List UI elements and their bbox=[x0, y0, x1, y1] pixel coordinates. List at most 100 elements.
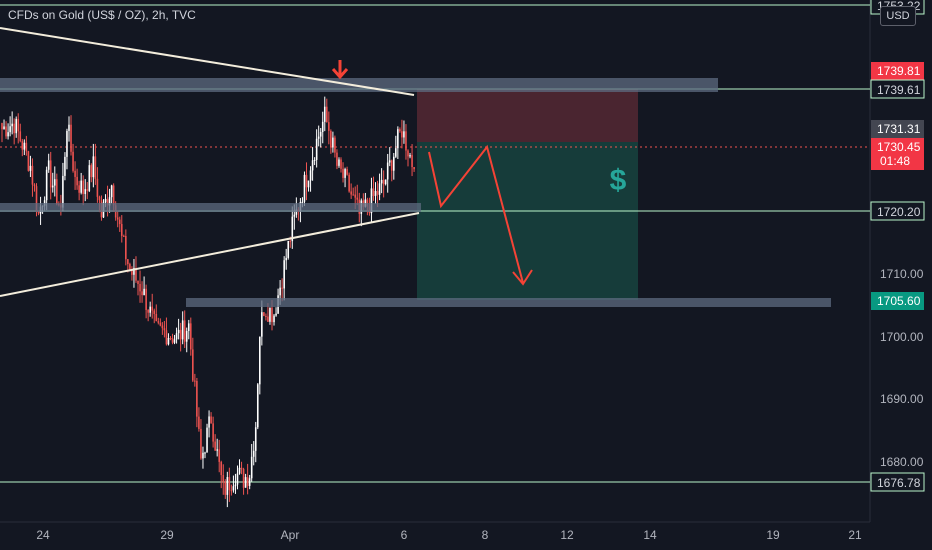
level-label-1676: 1676.78 bbox=[877, 476, 921, 490]
dollar-annotation: $ bbox=[610, 164, 627, 197]
mid-zone[interactable] bbox=[0, 203, 421, 212]
take-profit-zone[interactable] bbox=[417, 142, 638, 300]
candle-body bbox=[131, 270, 133, 275]
candle-body bbox=[189, 323, 192, 350]
candle-body bbox=[342, 168, 344, 178]
candle-body bbox=[319, 131, 322, 137]
candle-body bbox=[98, 196, 101, 201]
candle-body bbox=[82, 180, 84, 195]
candle-body bbox=[244, 477, 247, 488]
currency-button[interactable]: USD bbox=[880, 6, 916, 26]
candle-body bbox=[90, 165, 93, 178]
x-tick-label: 24 bbox=[36, 528, 50, 542]
x-tick-label: 6 bbox=[401, 528, 408, 542]
candle-body bbox=[214, 441, 216, 451]
candle-body bbox=[315, 138, 318, 160]
candle-body bbox=[259, 336, 261, 385]
candle-body bbox=[43, 200, 46, 206]
candle-body bbox=[206, 427, 208, 453]
candle-body bbox=[94, 156, 97, 179]
support-zone[interactable] bbox=[186, 298, 831, 307]
candle-body bbox=[78, 185, 80, 193]
level-label-1720: 1720.20 bbox=[877, 205, 921, 219]
candle-body bbox=[238, 467, 241, 474]
candle-body bbox=[216, 449, 218, 451]
candle-body bbox=[336, 152, 338, 166]
candle-body bbox=[317, 136, 320, 139]
candle-body bbox=[332, 137, 334, 148]
candle-body bbox=[149, 306, 151, 313]
candle-body bbox=[248, 478, 251, 486]
level-label-box bbox=[870, 472, 925, 492]
candle-body bbox=[153, 310, 156, 314]
candle-body bbox=[157, 321, 160, 323]
candle-body bbox=[279, 287, 281, 296]
candle-body bbox=[163, 328, 166, 331]
candle-body bbox=[27, 151, 30, 171]
y-axis: 1710.00 1700.00 1690.00 1680.00 bbox=[880, 267, 924, 469]
candle-body bbox=[234, 484, 237, 487]
candle-body bbox=[11, 123, 13, 127]
candle-body bbox=[51, 185, 54, 188]
candle-body bbox=[388, 160, 391, 163]
candle-body bbox=[305, 174, 308, 188]
candlestick-series bbox=[1, 96, 415, 508]
candle-body bbox=[192, 349, 194, 381]
candle-body bbox=[145, 288, 147, 310]
candle-body bbox=[35, 186, 38, 212]
candle-body bbox=[330, 130, 332, 148]
candle-body bbox=[104, 198, 107, 203]
resistance-zone[interactable] bbox=[0, 78, 718, 92]
candle-body bbox=[321, 121, 324, 132]
price-label-1739-81: 1739.81 bbox=[877, 64, 921, 78]
candle-body bbox=[171, 338, 174, 343]
candle-body bbox=[374, 191, 377, 197]
candle-body bbox=[275, 313, 277, 316]
candle-body bbox=[281, 287, 283, 289]
price-scale-labels: 1753.22 1739.81 1739.61 1731.31 1730.45 … bbox=[870, 0, 925, 492]
candle-body bbox=[289, 241, 292, 243]
candle-body bbox=[252, 450, 255, 457]
price-label-current: 1730.45 bbox=[877, 140, 921, 154]
candle-body bbox=[74, 170, 76, 177]
candle-body bbox=[3, 126, 5, 130]
stop-loss-zone[interactable] bbox=[417, 89, 638, 142]
candle-body bbox=[392, 156, 395, 171]
candle-body bbox=[295, 209, 298, 215]
price-label-box bbox=[871, 62, 924, 80]
lower-trendline[interactable] bbox=[0, 212, 420, 297]
candle-body bbox=[384, 179, 387, 185]
price-label-1705-60: 1705.60 bbox=[877, 294, 921, 308]
candle-body bbox=[68, 124, 70, 131]
candle-body bbox=[29, 165, 32, 171]
candle-body bbox=[106, 198, 109, 206]
candle-body bbox=[56, 179, 58, 205]
candle-body bbox=[204, 452, 206, 454]
candle-body bbox=[84, 189, 87, 195]
candle-body bbox=[137, 280, 139, 284]
candle-body bbox=[212, 423, 214, 442]
upper-trendline[interactable] bbox=[0, 27, 415, 96]
candle-body bbox=[118, 219, 121, 225]
candle-body bbox=[21, 141, 24, 150]
level-label-box bbox=[870, 79, 925, 99]
candle-body bbox=[386, 162, 389, 180]
candle-body bbox=[151, 306, 154, 311]
candle-body bbox=[224, 482, 227, 495]
candle-body bbox=[198, 416, 200, 429]
candle-body bbox=[17, 118, 20, 132]
candle-body bbox=[147, 309, 149, 313]
candle-body bbox=[88, 165, 91, 191]
candle-body bbox=[399, 129, 401, 132]
candle-body bbox=[230, 490, 233, 492]
y-tick-label: 1710.00 bbox=[880, 267, 924, 281]
candle-body bbox=[120, 224, 123, 236]
projection-arrow[interactable] bbox=[428, 144, 533, 286]
candle-body bbox=[210, 416, 212, 424]
candle-body bbox=[413, 167, 415, 170]
candle-body bbox=[228, 477, 231, 491]
candle-body bbox=[133, 268, 135, 275]
candle-body bbox=[242, 469, 245, 488]
candle-body bbox=[135, 268, 137, 281]
